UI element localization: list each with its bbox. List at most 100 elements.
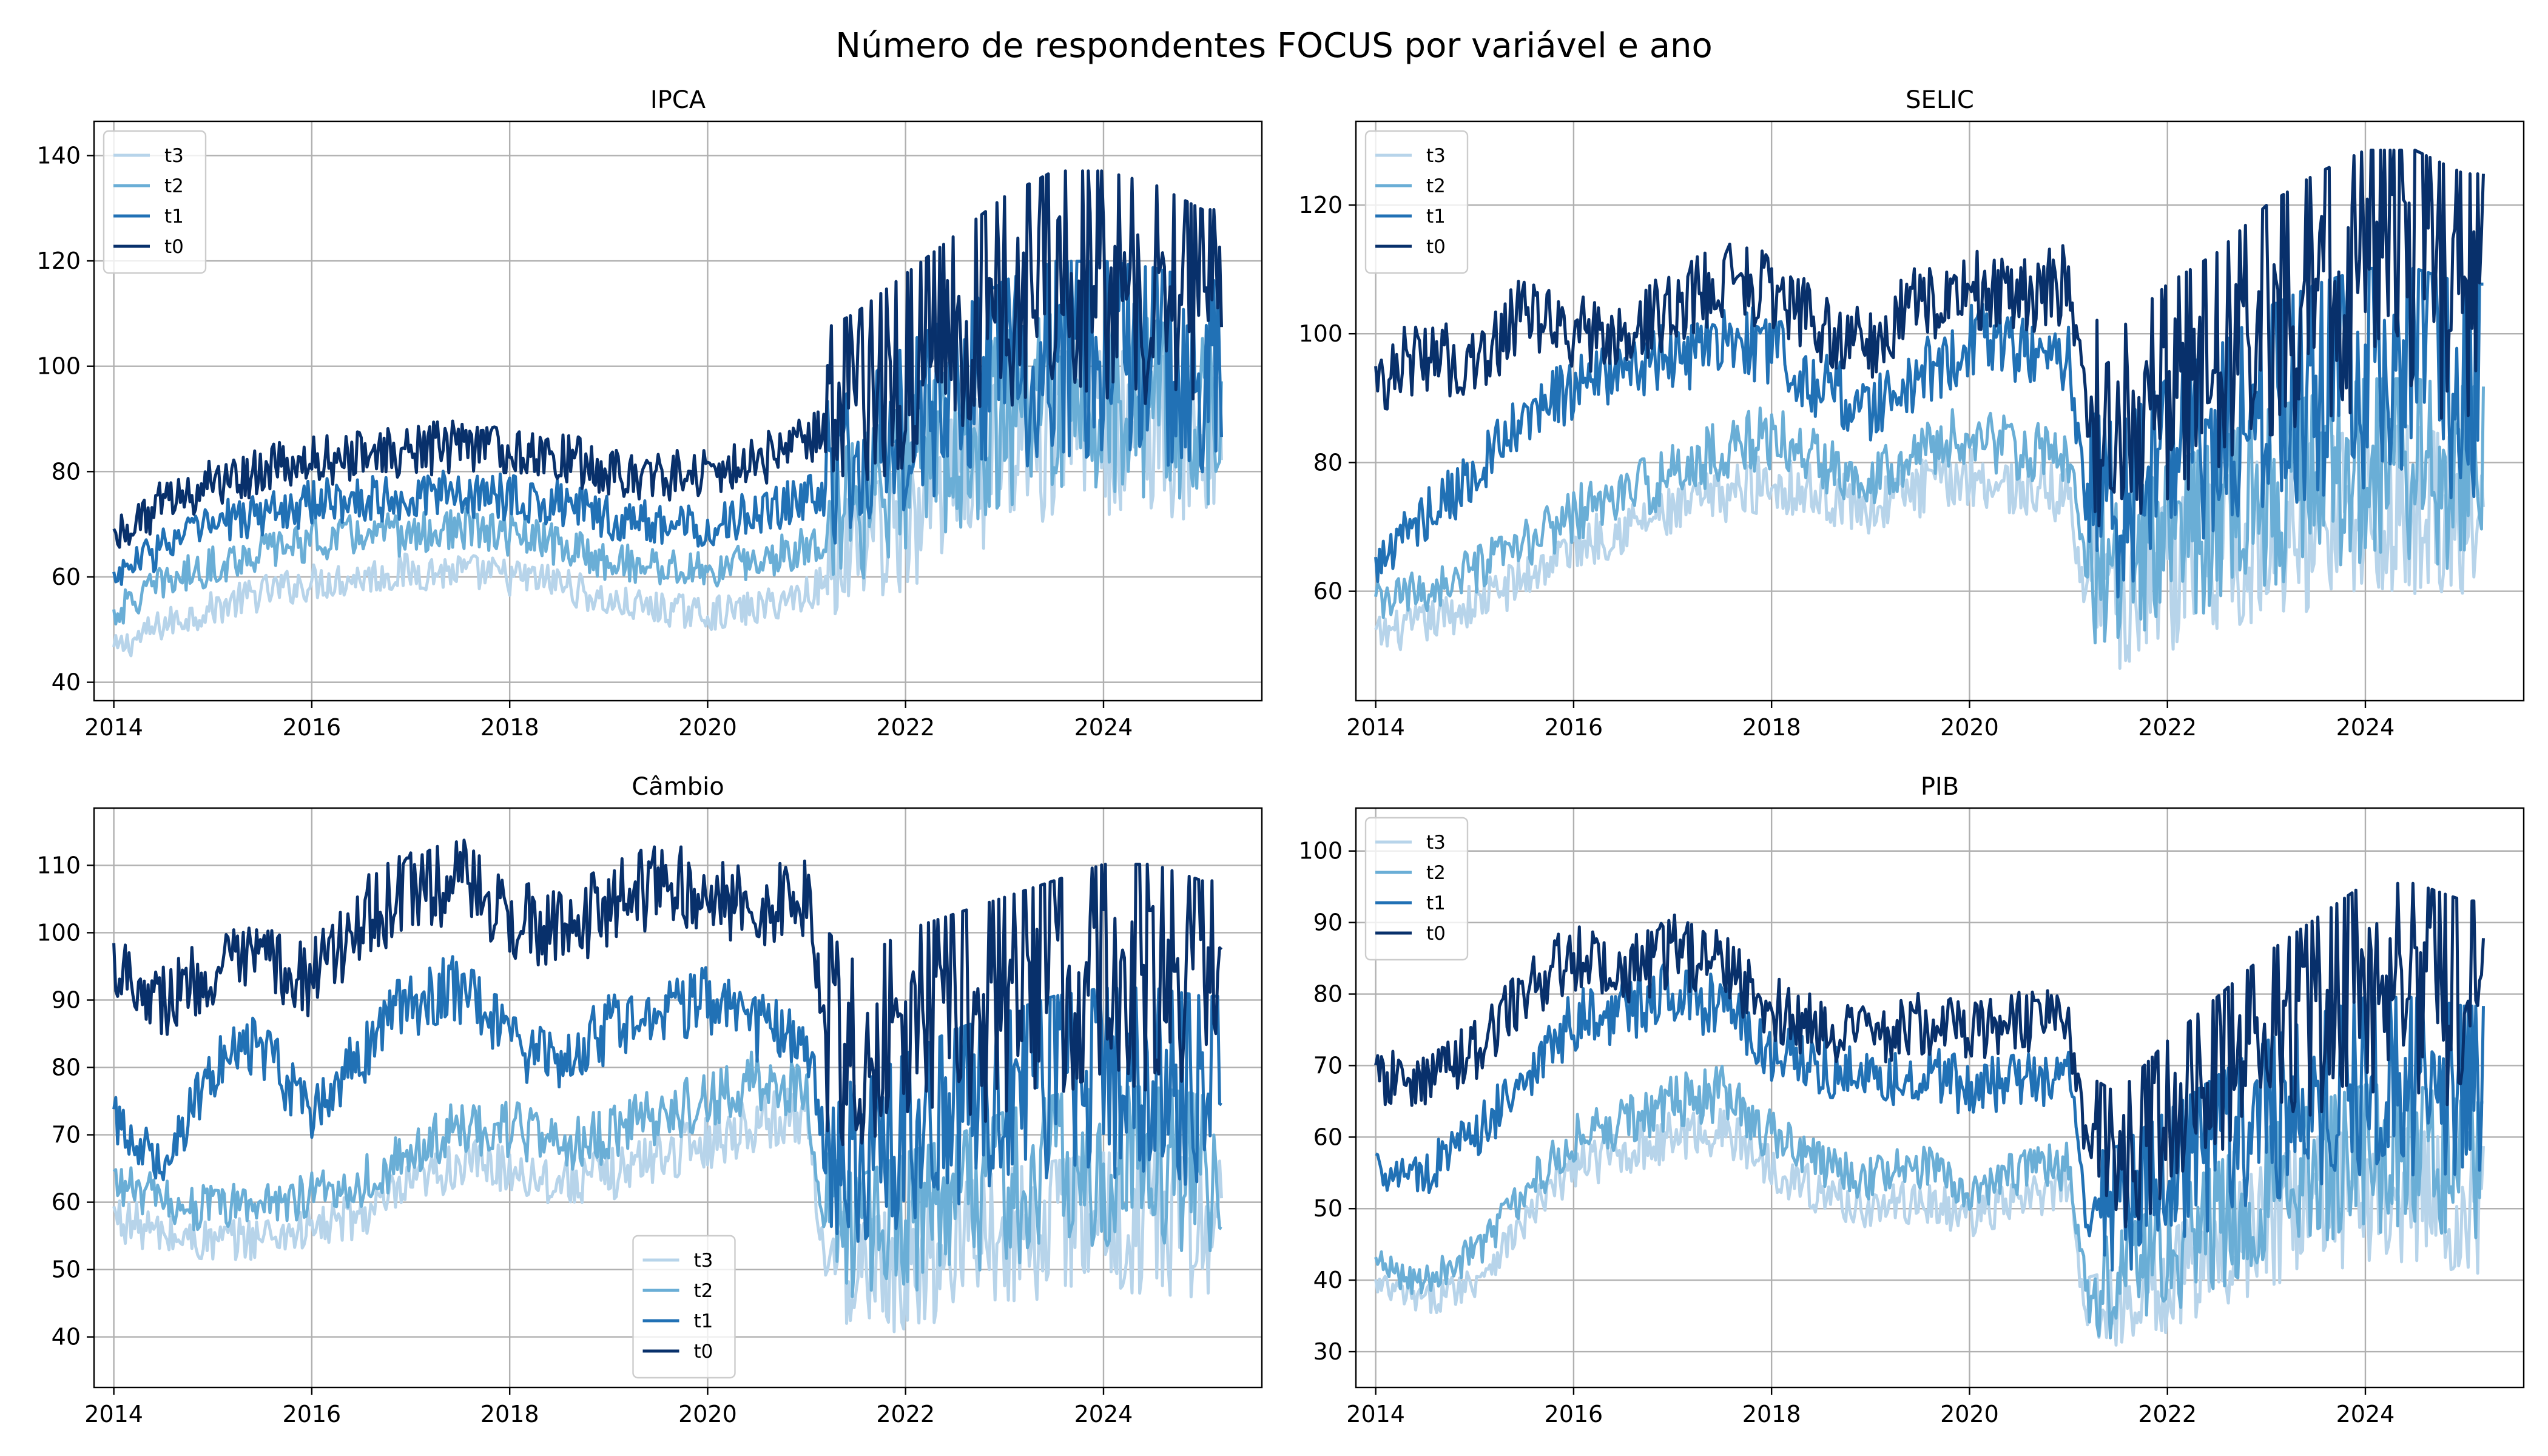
y-tick-label: 120 (1298, 192, 1343, 218)
x-tick-label: 2014 (1346, 1401, 1405, 1427)
y-tick-label: 60 (1313, 1124, 1343, 1150)
x-tick-label: 2020 (1940, 1401, 1999, 1427)
y-tick-label: 90 (52, 986, 81, 1013)
x-tick-label: 2022 (876, 1401, 935, 1427)
x-tick-label: 2014 (84, 714, 143, 741)
series-line-t1 (112, 955, 1222, 1243)
x-tick-label: 2024 (2336, 714, 2395, 741)
legend-frame (1364, 130, 1469, 274)
legend-label-t2: t2 (694, 1280, 713, 1302)
x-tick-label: 2018 (1742, 1401, 1801, 1427)
y-tick-label: 50 (52, 1256, 81, 1283)
series-line-t0 (112, 838, 1223, 1147)
axes-frame (93, 807, 1263, 1389)
y-tick-label: 140 (36, 142, 81, 169)
panel-title: IPCA (650, 86, 706, 114)
x-tick-label: 2024 (2336, 1401, 2395, 1427)
series-line-t3 (1374, 424, 2485, 670)
legend-frame (103, 130, 207, 274)
panels: 2014 2016 2018 2020 2022 2024 40 60 80 100 120 140 I… (36, 86, 2525, 1427)
x-tick-label: 2020 (678, 714, 737, 741)
series-line-t0 (112, 169, 1223, 549)
legend: t3 t2 t1 t0 (1364, 817, 1469, 961)
series-line-t2 (1374, 377, 2485, 645)
series-line-t2 (112, 311, 1223, 625)
series-line-t3 (112, 1086, 1223, 1333)
y-tick-label: 80 (1313, 981, 1343, 1008)
legend-label-t3: t3 (164, 145, 184, 167)
panel-title: Câmbio (632, 773, 724, 801)
legend: t3 t2 t1 t0 (1364, 130, 1469, 274)
series-line-t0 (1374, 881, 2485, 1228)
legend-label-t1: t1 (164, 206, 184, 228)
y-tick-label: 80 (1313, 449, 1343, 476)
y-tick-label: 120 (36, 248, 81, 274)
x-tick-label: 2020 (678, 1401, 737, 1427)
legend-label-t0: t0 (694, 1341, 713, 1363)
series-line-t3 (112, 349, 1223, 658)
series-line-t1 (112, 260, 1223, 586)
x-tick-label: 2024 (1074, 714, 1133, 741)
y-tick-label: 100 (36, 919, 81, 946)
series-lines (112, 838, 1223, 1333)
x-tick-label: 2016 (283, 1401, 342, 1427)
y-tick-label: 100 (36, 353, 81, 380)
x-tick-label: 2022 (876, 714, 935, 741)
x-tick-label: 2024 (1074, 1401, 1133, 1427)
y-tick-label: 60 (1313, 578, 1343, 605)
panel-ipca: 2014 2016 2018 2020 2022 2024 40 60 80 100 120 140 I… (36, 86, 1263, 741)
y-tick-label: 100 (1298, 838, 1343, 864)
x-tick-label: 2018 (480, 714, 539, 741)
panel-pib: 2014 2016 2018 2020 2022 2024 30 40 50 60 70 80 90 10… (1298, 773, 2525, 1427)
x-tick-label: 2014 (84, 1401, 143, 1427)
figure-title: Número de respondentes FOCUS por variáve… (835, 26, 1713, 66)
y-tick-label: 50 (1313, 1195, 1343, 1222)
legend-frame (1364, 817, 1469, 961)
panel-cambio: 2014 2016 2018 2020 2022 2024 40 50 60 70 80 90 100 1… (36, 773, 1263, 1427)
legend-label-t1: t1 (1426, 206, 1446, 228)
legend-label-t3: t3 (1426, 832, 1446, 854)
panel-selic: 2014 2016 2018 2020 2022 2024 60 80 100 120 SELIC t… (1298, 86, 2525, 741)
legend-label-t3: t3 (1426, 145, 1446, 167)
legend: t3 t2 t1 t0 (632, 1235, 736, 1379)
axes-frame (1355, 807, 2525, 1389)
legend-frame (632, 1235, 736, 1379)
legend-label-t2: t2 (1426, 862, 1446, 884)
y-tick-label: 70 (52, 1122, 81, 1148)
y-tick-label: 40 (52, 669, 81, 696)
legend-label-t1: t1 (694, 1310, 713, 1332)
series-line-t2 (1374, 1065, 2484, 1340)
x-tick-label: 2022 (2138, 1401, 2197, 1427)
axes-frame (93, 120, 1263, 702)
axes-frame (1355, 120, 2525, 702)
series-lines (112, 169, 1223, 658)
x-tick-label: 2014 (1346, 714, 1405, 741)
x-tick-label: 2022 (2138, 714, 2197, 741)
y-tick-label: 110 (36, 852, 81, 878)
legend-label-t0: t0 (1426, 236, 1446, 258)
series-line-t2 (112, 1050, 1222, 1298)
y-tick-label: 60 (52, 564, 81, 590)
x-tick-label: 2018 (480, 1401, 539, 1427)
y-tick-label: 30 (1313, 1338, 1343, 1365)
panel-title: PIB (1921, 773, 1959, 801)
y-tick-label: 40 (52, 1324, 81, 1350)
x-tick-label: 2016 (1545, 714, 1603, 741)
x-tick-label: 2016 (1545, 1401, 1603, 1427)
legend: t3 t2 t1 t0 (103, 130, 207, 274)
y-tick-label: 80 (52, 1054, 81, 1081)
legend-label-t0: t0 (164, 236, 184, 258)
y-tick-label: 80 (52, 458, 81, 485)
x-tick-label: 2020 (1940, 714, 1999, 741)
series-lines (1374, 149, 2485, 670)
y-tick-label: 100 (1298, 320, 1343, 347)
x-tick-label: 2016 (283, 714, 342, 741)
y-tick-label: 60 (52, 1189, 81, 1216)
panel-title: SELIC (1906, 86, 1974, 114)
legend-label-t2: t2 (164, 175, 184, 197)
series-lines (1374, 881, 2485, 1347)
legend-label-t0: t0 (1426, 923, 1446, 945)
legend-label-t2: t2 (1426, 175, 1446, 197)
y-tick-label: 90 (1313, 909, 1343, 936)
